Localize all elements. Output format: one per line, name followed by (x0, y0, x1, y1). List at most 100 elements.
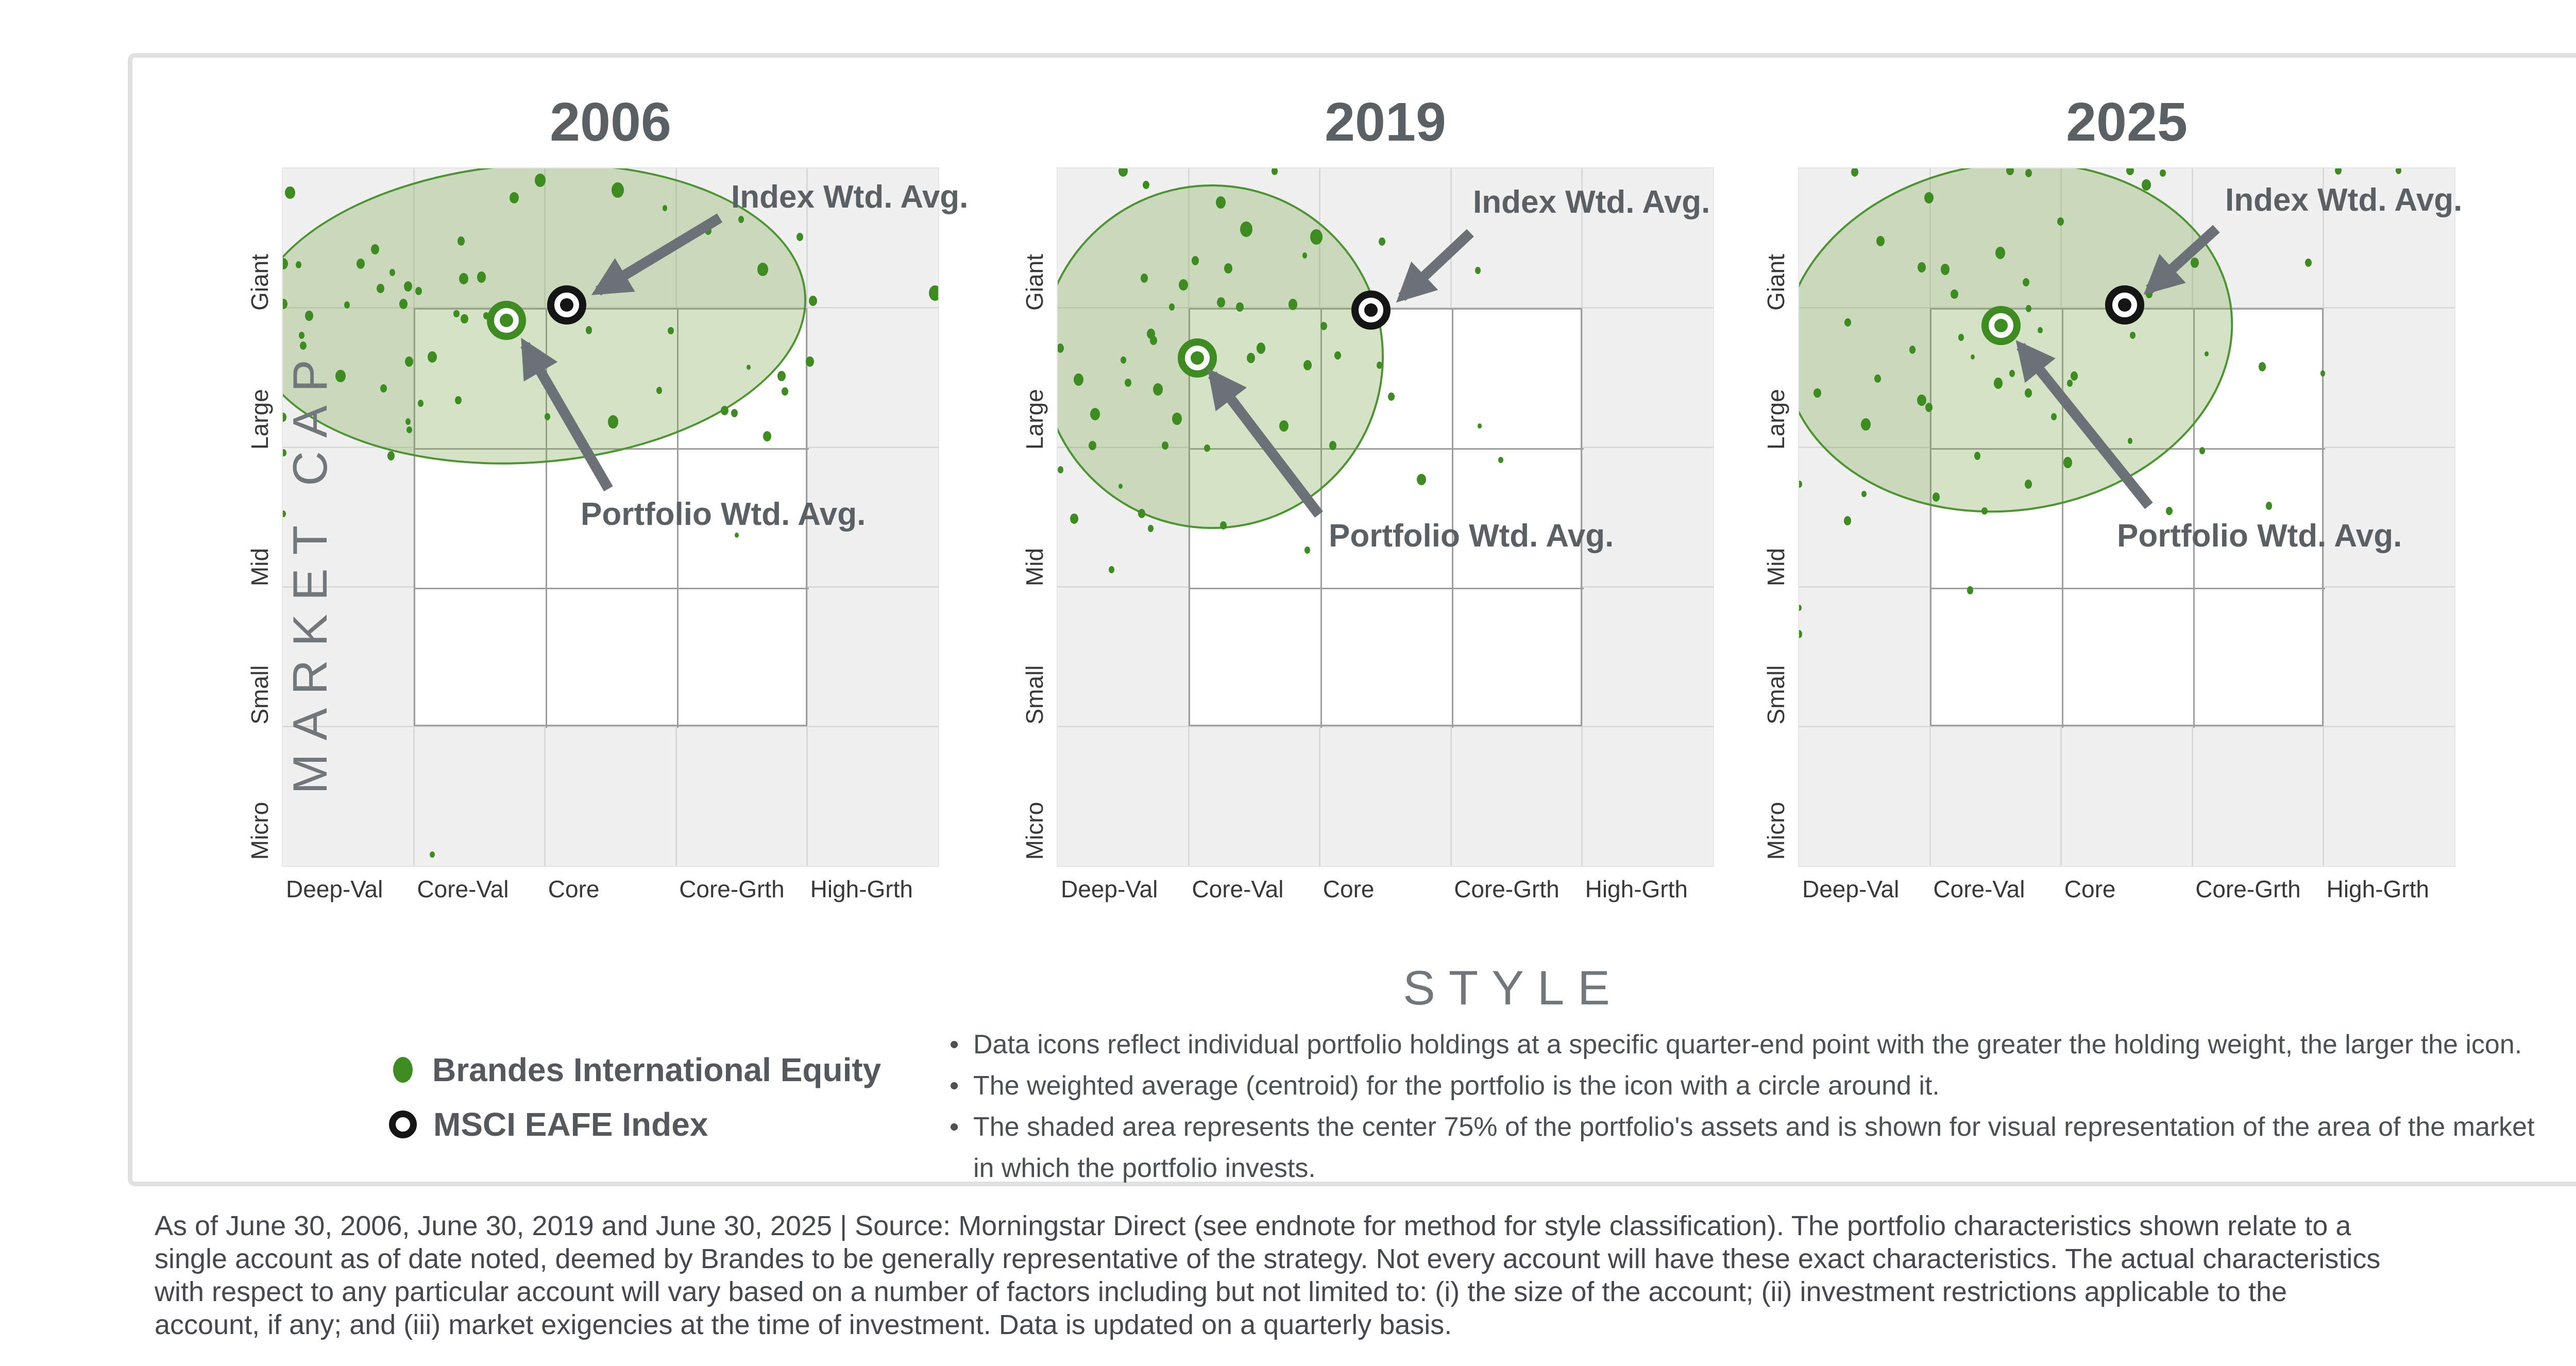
gridline (1799, 725, 2454, 727)
holding-dot (2025, 169, 2032, 178)
holding-dot (928, 285, 938, 301)
holding-dot (1967, 586, 1974, 595)
annotations-overlay: Index Wtd. Avg. Portfolio Wtd. Avg. (1799, 168, 2462, 866)
holding-dot (1108, 566, 1114, 573)
holding-dot (1240, 221, 1253, 237)
holding-dot (283, 413, 287, 422)
holding-dot (1932, 492, 1940, 502)
holding-dot (1118, 484, 1123, 489)
holding-dot (1310, 229, 1323, 245)
holding-dot (2205, 351, 2209, 357)
holding-dot (1216, 196, 1226, 209)
holding-dot (387, 451, 395, 460)
holding-dot (607, 415, 619, 429)
x-axis-label-core: Core (2064, 876, 2116, 902)
holding-dot (1851, 168, 1859, 177)
holding-dot (656, 386, 662, 394)
legend-portfolio-label: Brandes International Equity (432, 1051, 882, 1088)
holding-dot (1379, 237, 1386, 246)
y-axis-label-micro: Micro (1021, 802, 1048, 860)
portfolio-wtd-avg-label: Portfolio Wtd. Avg. (2117, 518, 2402, 554)
holding-dot (1216, 297, 1225, 308)
holding-dot (1149, 336, 1157, 346)
x-axis-label-core: Core (548, 876, 600, 902)
holding-dot (1138, 509, 1145, 519)
portfolio-wtd-avg-marker (1177, 338, 1217, 378)
holding-dot (2066, 380, 2073, 387)
x-axis-label-core-val: Core-Val (1933, 876, 2025, 902)
holding-dot (1303, 360, 1312, 370)
holding-dot (1917, 262, 1926, 273)
x-axis-label-high-grth: High-Grth (2326, 876, 2429, 902)
gridline (806, 168, 808, 866)
portfolio-wtd-avg-label: Portfolio Wtd. Avg. (1329, 518, 1614, 554)
holding-dot (1288, 299, 1298, 311)
holding-dot (1120, 356, 1126, 364)
holding-dot (2191, 257, 2199, 268)
holding-dot (405, 418, 411, 425)
holding-dot (611, 182, 624, 198)
holding-dot (1058, 344, 1064, 353)
portfolio-arrow (520, 337, 613, 492)
holding-dot (1475, 266, 1481, 274)
holding-dot (453, 310, 460, 317)
holding-dot (2129, 331, 2136, 339)
holding-dot (1224, 263, 1232, 274)
holding-dot (1799, 481, 1802, 488)
holding-dot (1172, 413, 1182, 425)
bullet-icon (950, 1065, 973, 1106)
index-arrow (1396, 229, 1474, 303)
y-axis-label-large: Large (1762, 389, 1789, 450)
holding-dot (747, 364, 751, 370)
bullet-icon (950, 1024, 973, 1065)
legend-item-index: MSCI EAFE Index (389, 1105, 881, 1143)
y-axis-label-mid: Mid (246, 548, 273, 587)
holding-dot (1236, 302, 1244, 312)
holding-dot (1861, 418, 1871, 431)
holding-dot (2265, 502, 2273, 510)
inner-gridline (1931, 587, 2325, 589)
holding-dot (357, 259, 365, 269)
inner-style-box (1189, 308, 1584, 728)
holding-dot (344, 301, 350, 309)
chart-title: 2025 (2066, 92, 2188, 152)
holding-dot (2199, 447, 2205, 455)
holding-dot (2051, 413, 2057, 421)
holding-dot (1874, 374, 1882, 383)
holding-dot (1256, 343, 1266, 354)
y-axis-label-small: Small (246, 665, 273, 725)
inner-gridline (415, 448, 809, 450)
holding-dot (1089, 440, 1096, 450)
chart-2019: 2019 Index Wtd. Avg. Portfolio Wtd. Avg. Gi… (1021, 92, 1714, 902)
holding-dot (1924, 192, 1934, 203)
holding-dot (757, 263, 768, 277)
holding-dot (1070, 513, 1078, 524)
chart-2025: 2025 Index Wtd. Avg. Portfolio Wtd. Avg. Gi… (1762, 92, 2462, 902)
holding-dot (1814, 388, 1821, 398)
style-axis-title: STYLE (1403, 961, 1623, 1015)
y-axis-label-small: Small (1021, 665, 1048, 725)
holding-dot (668, 327, 674, 335)
inner-gridline (1190, 587, 1584, 589)
holding-dot (1925, 403, 1933, 413)
annotations-overlay: Index Wtd. Avg. Portfolio Wtd. Avg. (1058, 168, 1713, 866)
holding-dot (1153, 383, 1163, 396)
holding-dot (735, 533, 739, 538)
holding-dot (738, 215, 744, 223)
holding-dot (283, 258, 289, 270)
holding-dot (1861, 491, 1867, 498)
x-axis-label-high-grth: High-Grth (810, 876, 913, 902)
holding-dot (1118, 168, 1128, 177)
bullet-icon (950, 1106, 973, 1189)
holding-dot (1498, 456, 1503, 463)
holding-dot (2396, 168, 2402, 175)
style-box-plot (1057, 167, 1714, 867)
arrows-layer (2015, 225, 2220, 509)
holding-dot (459, 272, 468, 284)
inner-gridline (1190, 448, 1584, 450)
holding-dot (2057, 217, 2064, 226)
holding-dot (2142, 179, 2151, 191)
holding-dot (415, 287, 422, 296)
x-axis-label-core: Core (1323, 876, 1375, 902)
arrows-layer (520, 213, 723, 492)
